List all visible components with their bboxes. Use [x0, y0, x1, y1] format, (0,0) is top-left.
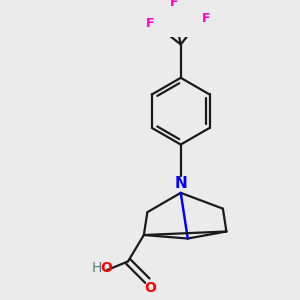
Text: F: F: [202, 12, 211, 25]
Text: F: F: [146, 17, 154, 30]
Text: H: H: [91, 261, 102, 275]
Text: O: O: [144, 281, 156, 295]
Text: N: N: [174, 176, 187, 191]
Text: F: F: [169, 0, 178, 9]
Text: O: O: [100, 261, 112, 275]
